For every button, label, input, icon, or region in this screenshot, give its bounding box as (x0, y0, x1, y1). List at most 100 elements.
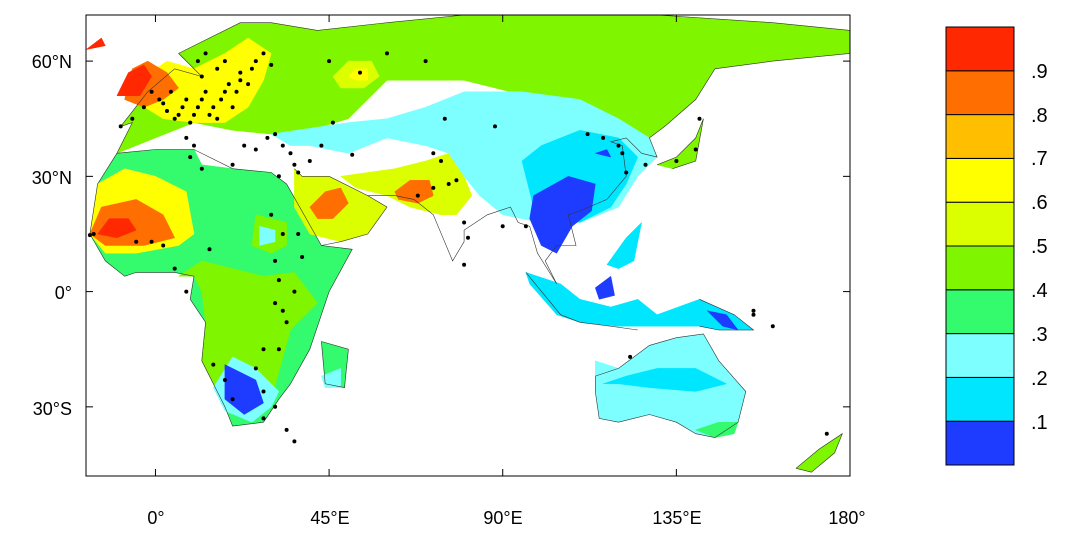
station-point (165, 109, 169, 113)
x-tick-label: 45°E (310, 508, 349, 528)
station-point (222, 378, 227, 382)
colorbar-swatch (945, 333, 1015, 378)
station-point (253, 59, 258, 64)
station-point (184, 97, 189, 102)
contour-region (85, 37, 106, 50)
station-point (523, 224, 528, 229)
colorbar-swatch (945, 245, 1015, 291)
station-point (770, 324, 775, 329)
station-point (585, 132, 590, 137)
station-point (296, 232, 301, 236)
station-point (246, 82, 251, 87)
colorbar-swatch (945, 114, 1015, 159)
station-point (280, 232, 285, 236)
station-point (327, 59, 332, 64)
station-point (415, 193, 420, 198)
x-tick-label: 180° (828, 508, 865, 528)
station-point (118, 124, 123, 129)
station-point (431, 151, 436, 156)
station-point (454, 178, 459, 183)
coastline-layer (89, 14, 851, 473)
colorbar-label: .8 (1031, 105, 1048, 127)
station-point (431, 185, 436, 190)
colorbar-label: .3 (1031, 324, 1048, 346)
colorbar-label: .5 (1031, 236, 1048, 258)
coastline (594, 333, 747, 438)
station-point (149, 239, 154, 244)
station-point (269, 212, 274, 217)
colorbar-swatch (945, 26, 1015, 72)
station-point (292, 162, 297, 167)
station-point (192, 112, 196, 117)
station-point (319, 143, 324, 148)
colorbar-swatch (945, 157, 1015, 203)
colorbar-label: .7 (1031, 148, 1048, 170)
station-point (276, 174, 281, 179)
x-tick-label: 90°E (483, 508, 522, 528)
station-point (249, 66, 254, 71)
y-tick-label: 60°N (32, 52, 72, 72)
station-point (493, 124, 497, 129)
station-point (199, 74, 204, 79)
station-point (157, 97, 162, 102)
colorbar-swatch (945, 70, 1015, 116)
station-point (446, 182, 451, 186)
station-point (134, 239, 139, 244)
station-point (149, 89, 154, 94)
coastline (699, 299, 755, 331)
station-point (207, 112, 212, 117)
coastline (89, 149, 353, 427)
station-point (628, 354, 633, 359)
colorbar-legend: .9 .8 .7 .6 .5 .4 .3 .2 .1 (945, 26, 1048, 466)
contour-region (795, 433, 843, 473)
station-point (219, 97, 224, 102)
station-point (442, 116, 447, 121)
station-point (222, 89, 227, 94)
station-point (238, 70, 243, 75)
station-point (192, 143, 196, 148)
station-point (253, 147, 258, 152)
station-point (226, 82, 231, 87)
station-point (215, 116, 220, 121)
station-point (172, 116, 177, 121)
station-point (230, 397, 235, 402)
station-point (620, 151, 625, 156)
station-point (261, 389, 266, 394)
station-point (238, 78, 243, 83)
station-point (500, 224, 505, 229)
x-tick-label: 0° (147, 508, 164, 528)
station-point (199, 97, 204, 102)
station-point (643, 162, 648, 167)
station-point (350, 152, 355, 157)
contour-region (603, 368, 728, 392)
coastline (367, 53, 851, 285)
station-point (273, 404, 278, 409)
station-point (215, 66, 220, 71)
station-point (288, 151, 293, 156)
station-point (624, 170, 629, 175)
station-point (253, 366, 258, 371)
station-point (276, 278, 281, 283)
station-point (273, 132, 278, 137)
colorbar-swatches (945, 26, 1015, 466)
station-point (385, 51, 389, 56)
station-point (300, 255, 305, 259)
colorbar-swatch (945, 289, 1015, 335)
station-point (751, 312, 756, 317)
station-point (330, 120, 335, 125)
station-point (161, 243, 166, 248)
station-point (222, 59, 227, 64)
station-point (234, 89, 239, 94)
station-point (180, 105, 185, 110)
y-tick-labels: 60°N 30°N 0° 30°S (32, 52, 72, 419)
colorbar-label: .4 (1031, 280, 1048, 302)
station-point (423, 59, 428, 64)
x-tick-label: 135°E (652, 508, 701, 528)
station-point (195, 59, 200, 64)
station-point (674, 159, 679, 163)
axis-ticks (86, 15, 851, 476)
station-point (161, 101, 166, 106)
station-point (195, 105, 200, 110)
contour-region (116, 64, 152, 96)
coastline (525, 272, 638, 331)
